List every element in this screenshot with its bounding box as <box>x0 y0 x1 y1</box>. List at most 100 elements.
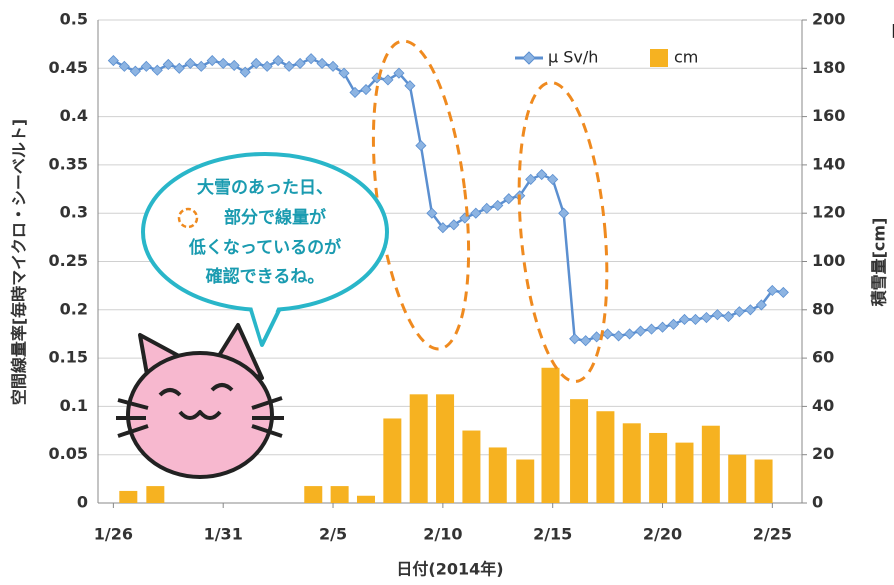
marker <box>723 312 733 322</box>
legend: μ Sv/h cm <box>515 48 698 68</box>
marker <box>559 208 569 218</box>
bar <box>331 486 349 503</box>
bubble-text: 部分で線量が <box>224 207 326 228</box>
bar <box>462 431 480 503</box>
x-tick-label: 2/10 <box>423 525 462 544</box>
bar <box>623 423 641 503</box>
y-tick-label: 0.1 <box>60 396 88 415</box>
y-tick-label: 0.5 <box>60 10 88 29</box>
bar <box>410 394 428 503</box>
marker <box>778 287 788 297</box>
y-tick-label: 0.05 <box>49 444 88 463</box>
x-tick-label: 2/25 <box>753 525 792 544</box>
bar <box>675 443 693 503</box>
legend-swatch <box>650 49 668 67</box>
y2-tick-label: 100 <box>812 251 845 270</box>
marker <box>273 56 283 66</box>
bar <box>304 486 322 503</box>
marker <box>745 305 755 315</box>
marker <box>581 336 591 346</box>
y-tick-label: 0.2 <box>60 299 88 318</box>
y-tick-label: 0.35 <box>49 154 88 173</box>
marker <box>207 56 217 66</box>
marker <box>734 307 744 317</box>
marker <box>669 319 679 329</box>
x-tick-label: 1/31 <box>204 525 243 544</box>
marker <box>658 322 668 332</box>
bar <box>755 460 773 503</box>
bubble-text: 確認できるね。 <box>206 266 325 287</box>
y2-tick-label: 60 <box>812 348 834 367</box>
bar <box>383 418 401 503</box>
edge-text: 日 <box>890 22 894 41</box>
x-tick-label: 2/15 <box>533 525 572 544</box>
y2-tick-label: 200 <box>812 10 845 29</box>
marker <box>690 314 700 324</box>
marker <box>570 334 580 344</box>
y-tick-label: 0.3 <box>60 203 88 222</box>
bar <box>516 460 534 503</box>
marker <box>350 87 360 97</box>
marker <box>548 174 558 184</box>
marker <box>108 56 118 66</box>
marker <box>625 329 635 339</box>
legend-label: μ Sv/h <box>548 48 598 67</box>
marker <box>119 61 129 71</box>
bar <box>357 496 375 503</box>
y2-tick-label: 140 <box>812 154 845 173</box>
bar <box>146 486 164 503</box>
y-axis-title: 空間線量率[毎時マイクロ・シーベルト] <box>10 119 29 405</box>
y2-tick-label: 80 <box>812 299 834 318</box>
bar <box>436 394 454 503</box>
bar <box>570 399 588 503</box>
marker <box>636 326 646 336</box>
bubble-text: 大雪のあった日、 <box>197 177 333 198</box>
y2-tick-label: 0 <box>812 493 823 512</box>
x-tick-label: 1/26 <box>94 525 133 544</box>
y-tick-label: 0 <box>77 493 88 512</box>
marker <box>185 58 195 68</box>
marker <box>295 58 305 68</box>
highlight <box>358 36 483 354</box>
y-tick-label: 0.4 <box>60 106 88 125</box>
marker <box>196 61 206 71</box>
marker <box>317 58 327 68</box>
marker <box>306 54 316 64</box>
y2-tick-label: 180 <box>812 58 845 77</box>
y2-axis-title: 積雪量[cm] <box>870 218 889 308</box>
marker <box>647 324 657 334</box>
page: {"chart_data":{"type":"line-bar","x_titl… <box>0 0 894 585</box>
bar <box>596 411 614 503</box>
highlight <box>508 79 618 385</box>
marker <box>174 63 184 73</box>
bar <box>489 447 507 503</box>
marker <box>262 61 272 71</box>
marker <box>603 329 613 339</box>
legend-label: cm <box>674 48 698 67</box>
bar <box>541 368 559 503</box>
y2-tick-label: 160 <box>812 106 845 125</box>
marker <box>130 66 140 76</box>
x-tick-label: 2/5 <box>319 525 347 544</box>
bar <box>702 426 720 503</box>
marker <box>152 65 162 75</box>
marker <box>537 170 547 180</box>
marker <box>679 314 689 324</box>
y-tick-label: 0.45 <box>49 58 88 77</box>
marker <box>416 141 426 151</box>
speech-bubble: 大雪のあった日、 部分で線量が 低くなっているのが 確認できるね。 <box>143 154 387 345</box>
bubble-text: 低くなっているのが <box>188 237 341 258</box>
bar <box>649 433 667 503</box>
y2-tick-label: 20 <box>812 444 834 463</box>
y2-tick-label: 120 <box>812 203 845 222</box>
marker <box>712 310 722 320</box>
legend-swatch <box>523 52 535 64</box>
y-tick-label: 0.15 <box>49 348 88 367</box>
x-axis-title: 日付(2014年) <box>396 560 503 579</box>
marker <box>614 331 624 341</box>
y-tick-label: 0.25 <box>49 251 88 270</box>
marker <box>284 61 294 71</box>
chart: 日 日付(2014年) 空間線量率[毎時マイクロ・シーベルト] 積雪量[cm] … <box>0 0 894 585</box>
marker <box>482 203 492 213</box>
x-tick-label: 2/20 <box>643 525 682 544</box>
